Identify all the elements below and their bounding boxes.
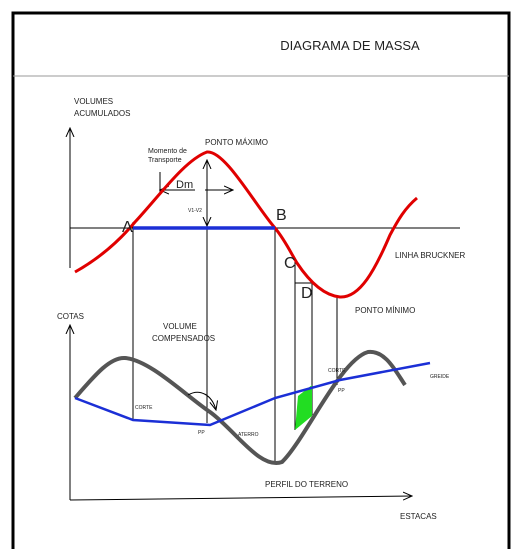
label: ATERRO: [238, 432, 259, 438]
frame: [11, 11, 511, 549]
title: DIAGRAMA DE MASSA: [280, 38, 420, 53]
point-label: D: [301, 285, 313, 302]
point-label: C: [284, 255, 296, 272]
label: PP: [338, 388, 345, 394]
label: COTAS: [57, 312, 84, 321]
label: PP: [198, 430, 205, 436]
label: ESTACAS: [400, 512, 437, 521]
point-label: A: [122, 219, 133, 236]
label: ACUMULADOS: [74, 109, 130, 118]
label: Momento de: [148, 148, 187, 155]
label: V1-V2: [188, 208, 202, 214]
label: COMPENSADOS: [152, 334, 215, 343]
label: LINHA BRUCKNER: [395, 251, 465, 260]
transport-arrow: [187, 391, 216, 410]
label: PONTO MÁXIMO: [205, 138, 268, 147]
label: GREIDE: [430, 374, 450, 380]
label: CORTE: [328, 368, 346, 374]
point-label: B: [276, 207, 287, 224]
fill-area: [295, 385, 312, 430]
label: CORTE: [135, 405, 153, 411]
terrain-profile: [73, 349, 407, 466]
label: Transporte: [148, 157, 182, 164]
label: VOLUME: [163, 322, 197, 331]
mass-curve: [74, 150, 418, 299]
label: PONTO MÍNIMO: [355, 306, 415, 315]
station-axis: [69, 496, 412, 500]
label: VOLUMES: [74, 97, 113, 106]
label: PERFIL DO TERRENO: [265, 480, 348, 489]
grade-line: [74, 361, 431, 427]
label: Dm: [176, 179, 193, 191]
